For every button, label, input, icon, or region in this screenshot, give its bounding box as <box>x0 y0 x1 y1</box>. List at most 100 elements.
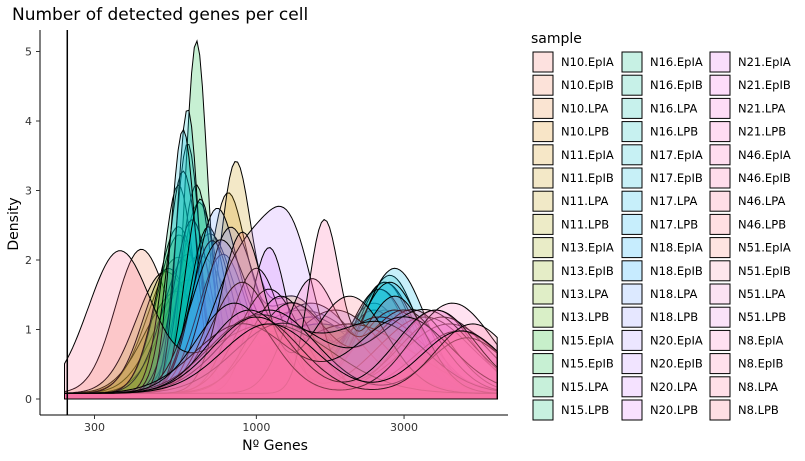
legend-key <box>621 167 643 189</box>
legend-key <box>621 144 643 166</box>
density-curve-n51-epib <box>64 309 498 400</box>
legend-key <box>532 121 554 143</box>
legend-label: N16.LPA <box>650 101 697 115</box>
legend-label: N16.EpIA <box>650 55 703 69</box>
density-curve-n8-lpb <box>64 323 498 400</box>
legend-label: N17.EpIA <box>650 148 703 162</box>
x-axis-title: Nº Genes <box>242 438 308 454</box>
plot-area <box>64 30 498 415</box>
legend-key <box>532 283 554 305</box>
legend-label: N20.LPB <box>650 403 698 417</box>
legend-label: N13.EpIA <box>561 241 614 255</box>
legend-key <box>532 329 554 351</box>
legend-key <box>532 353 554 375</box>
legend-label: N51.LPA <box>738 287 785 301</box>
legend-key <box>532 167 554 189</box>
legend-key <box>621 399 643 421</box>
chart-title: Number of detected genes per cell <box>12 5 308 25</box>
legend-label: N51.EpIA <box>738 241 791 255</box>
legend-label: N20.EpIA <box>650 333 703 347</box>
axes: 300 1000 3000 0 1 2 3 4 5 <box>25 30 508 434</box>
y-tick-label: 4 <box>25 115 32 128</box>
legend-label: N8.LPA <box>738 380 778 394</box>
legend-label: N51.LPB <box>738 310 786 324</box>
legend-label: N10.EpIB <box>561 78 614 92</box>
legend-label: N10.LPB <box>561 125 609 139</box>
density-curve-n8-epia <box>64 302 498 400</box>
legend-key <box>621 283 643 305</box>
legend-label: N16.EpIB <box>650 78 703 92</box>
legend-label: N15.EpIB <box>561 357 614 371</box>
legend-label: N8.EpIA <box>738 333 784 347</box>
legend-key <box>621 306 643 328</box>
legend-key <box>532 399 554 421</box>
legend-key <box>709 213 731 235</box>
legend-label: N17.LPA <box>650 194 697 208</box>
legend-key <box>532 376 554 398</box>
x-tick-label: 3000 <box>390 421 418 434</box>
legend-key <box>709 167 731 189</box>
legend-key <box>532 190 554 212</box>
legend-key <box>532 306 554 328</box>
legend-key <box>621 74 643 96</box>
legend-key <box>621 97 643 119</box>
legend-key <box>532 237 554 259</box>
legend-key <box>709 329 731 351</box>
legend-key <box>709 121 731 143</box>
legend-label: N13.EpIB <box>561 264 614 278</box>
legend-label: N21.LPA <box>738 101 785 115</box>
y-tick-label: 0 <box>25 393 32 406</box>
legend-label: N18.LPB <box>650 310 698 324</box>
legend-key <box>621 213 643 235</box>
legend-key <box>709 97 731 119</box>
legend-key <box>709 376 731 398</box>
legend-key <box>709 283 731 305</box>
legend-key <box>621 260 643 282</box>
density-curve-n46-lpb <box>64 231 498 400</box>
legend-key <box>709 51 731 73</box>
x-tick-label: 1000 <box>242 421 270 434</box>
legend-label: N17.EpIB <box>650 171 703 185</box>
legend-label: N20.LPA <box>650 380 697 394</box>
legend-label: N11.EpIB <box>561 171 614 185</box>
legend-key <box>621 190 643 212</box>
density-curve-n46-lpa <box>64 250 498 400</box>
legend-label: N46.EpIB <box>738 171 791 185</box>
legend-key <box>532 144 554 166</box>
legend-label: N18.EpIA <box>650 241 703 255</box>
legend-label: N10.EpIA <box>561 55 614 69</box>
legend-label: N8.EpIB <box>738 357 784 371</box>
legend-label: N46.LPB <box>738 217 786 231</box>
legend-label: N46.EpIA <box>738 148 791 162</box>
legend-label: N10.LPA <box>561 101 608 115</box>
legend: sample N10.EpIA N10.EpIB N10.LPA N10.LPB N11… <box>531 31 791 421</box>
legend-key <box>532 260 554 282</box>
legend-label: N11.EpIA <box>561 148 614 162</box>
legend-label: N21.EpIB <box>738 78 791 92</box>
legend-key <box>532 74 554 96</box>
legend-key <box>709 260 731 282</box>
legend-label: N20.EpIB <box>650 357 703 371</box>
legend-label: N15.EpIA <box>561 333 614 347</box>
legend-title: sample <box>531 31 582 47</box>
y-tick-label: 2 <box>25 254 32 267</box>
legend-key <box>621 329 643 351</box>
legend-label: N51.EpIB <box>738 264 791 278</box>
y-axis-title: Density <box>6 197 22 250</box>
legend-label: N15.LPB <box>561 403 609 417</box>
legend-key <box>709 190 731 212</box>
legend-label: N21.EpIA <box>738 55 791 69</box>
legend-label: N18.LPA <box>650 287 697 301</box>
legend-key <box>532 213 554 235</box>
legend-label: N16.LPB <box>650 125 698 139</box>
legend-key <box>621 376 643 398</box>
legend-key <box>709 399 731 421</box>
legend-label: N46.LPA <box>738 194 785 208</box>
legend-label: N15.LPA <box>561 380 608 394</box>
legend-label: N21.LPB <box>738 125 786 139</box>
legend-key <box>709 353 731 375</box>
legend-key <box>709 237 731 259</box>
y-tick-label: 1 <box>25 324 32 337</box>
legend-label: N18.EpIB <box>650 264 703 278</box>
